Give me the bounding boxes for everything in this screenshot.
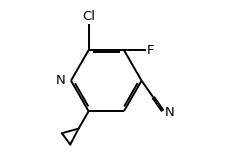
Text: F: F [146,44,153,57]
Text: Cl: Cl [82,10,95,23]
Text: N: N [164,106,174,119]
Text: N: N [56,74,66,87]
